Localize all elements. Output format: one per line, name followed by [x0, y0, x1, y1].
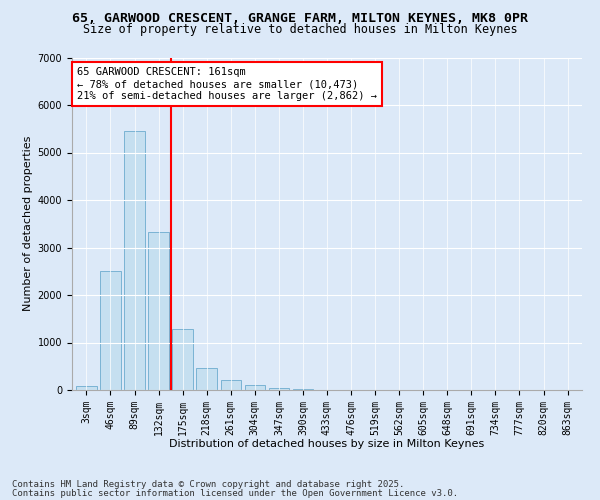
Bar	[221, 380, 241, 390]
Bar	[196, 368, 217, 390]
Bar	[245, 386, 265, 390]
Text: 65 GARWOOD CRESCENT: 161sqm
← 78% of detached houses are smaller (10,473)
21% of: 65 GARWOOD CRESCENT: 161sqm ← 78% of det…	[77, 68, 377, 100]
Bar	[124, 131, 145, 390]
Bar	[100, 271, 121, 390]
Text: Contains HM Land Registry data © Crown copyright and database right 2025.: Contains HM Land Registry data © Crown c…	[12, 480, 404, 489]
Bar	[148, 232, 169, 390]
Bar	[172, 329, 193, 390]
X-axis label: Distribution of detached houses by size in Milton Keynes: Distribution of detached houses by size …	[169, 439, 485, 449]
Bar	[269, 388, 289, 390]
Text: Size of property relative to detached houses in Milton Keynes: Size of property relative to detached ho…	[83, 22, 517, 36]
Text: 65, GARWOOD CRESCENT, GRANGE FARM, MILTON KEYNES, MK8 0PR: 65, GARWOOD CRESCENT, GRANGE FARM, MILTO…	[72, 12, 528, 26]
Bar	[76, 386, 97, 390]
Text: Contains public sector information licensed under the Open Government Licence v3: Contains public sector information licen…	[12, 488, 458, 498]
Y-axis label: Number of detached properties: Number of detached properties	[23, 136, 34, 312]
Bar	[293, 389, 313, 390]
